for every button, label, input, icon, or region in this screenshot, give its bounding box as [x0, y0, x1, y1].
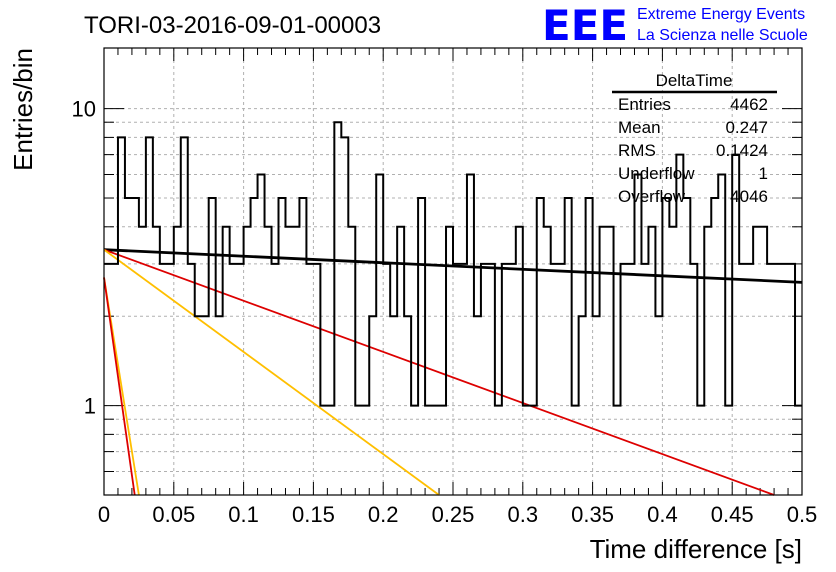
stats-value: 0.247	[725, 118, 768, 137]
x-tick-labels: 0 0.05 0.1 0.15 0.2 0.25 0.3 0.35 0.4 0.45 0.5	[98, 502, 817, 527]
stats-label: Entries	[618, 95, 671, 114]
fit-line-red	[103, 277, 136, 496]
x-tick-label: 0.1	[228, 502, 259, 527]
stats-value: 4462	[730, 95, 768, 114]
stats-label: Overflow	[618, 187, 686, 206]
x-tick-label: 0.5	[787, 502, 818, 527]
fit-line-black	[103, 248, 803, 284]
y-axis-label: Entries/bin	[8, 48, 38, 171]
brand-line-2: La Scienza nelle Scuole	[637, 27, 808, 44]
x-tick-label: 0	[98, 502, 110, 527]
stats-label: Underflow	[618, 164, 695, 183]
y-tick-labels: 1 10	[72, 97, 96, 419]
x-tick-label: 0.2	[368, 502, 399, 527]
x-tick-label: 0.35	[571, 502, 614, 527]
stats-value: 1	[759, 164, 768, 183]
x-tick-label: 0.3	[508, 502, 539, 527]
stats-rows: Entries 4462 Mean 0.247 RMS 0.1424 Underflow 1 O…	[618, 95, 768, 206]
stats-box-title: DeltaTime	[656, 71, 733, 90]
y-tick-label: 1	[84, 394, 96, 419]
chart-title: TORI-03-2016-09-01-00003	[84, 12, 381, 39]
plot-frame	[103, 47, 803, 496]
fit-line-red	[103, 248, 775, 496]
x-axis-label: Time difference [s]	[590, 534, 802, 564]
y-tick-label: 10	[72, 97, 96, 122]
stats-box: DeltaTime Entries 4462 Mean 0.247 RMS 0.1424 U…	[612, 71, 777, 206]
fit-line-yellow	[103, 248, 440, 496]
stats-value: 4046	[730, 187, 768, 206]
stats-label: RMS	[618, 141, 656, 160]
brand-line-1: Extreme Energy Events	[637, 6, 805, 23]
eee-logo: EEE	[542, 1, 628, 50]
histogram-line	[104, 121, 802, 407]
x-tick-label: 0.4	[647, 502, 678, 527]
x-tick-label: 0.05	[152, 502, 195, 527]
stats-value: 0.1424	[716, 141, 768, 160]
x-tick-label: 0.45	[711, 502, 754, 527]
x-tick-label: 0.15	[292, 502, 335, 527]
x-tick-label: 0.25	[432, 502, 475, 527]
stats-label: Mean	[618, 118, 661, 137]
